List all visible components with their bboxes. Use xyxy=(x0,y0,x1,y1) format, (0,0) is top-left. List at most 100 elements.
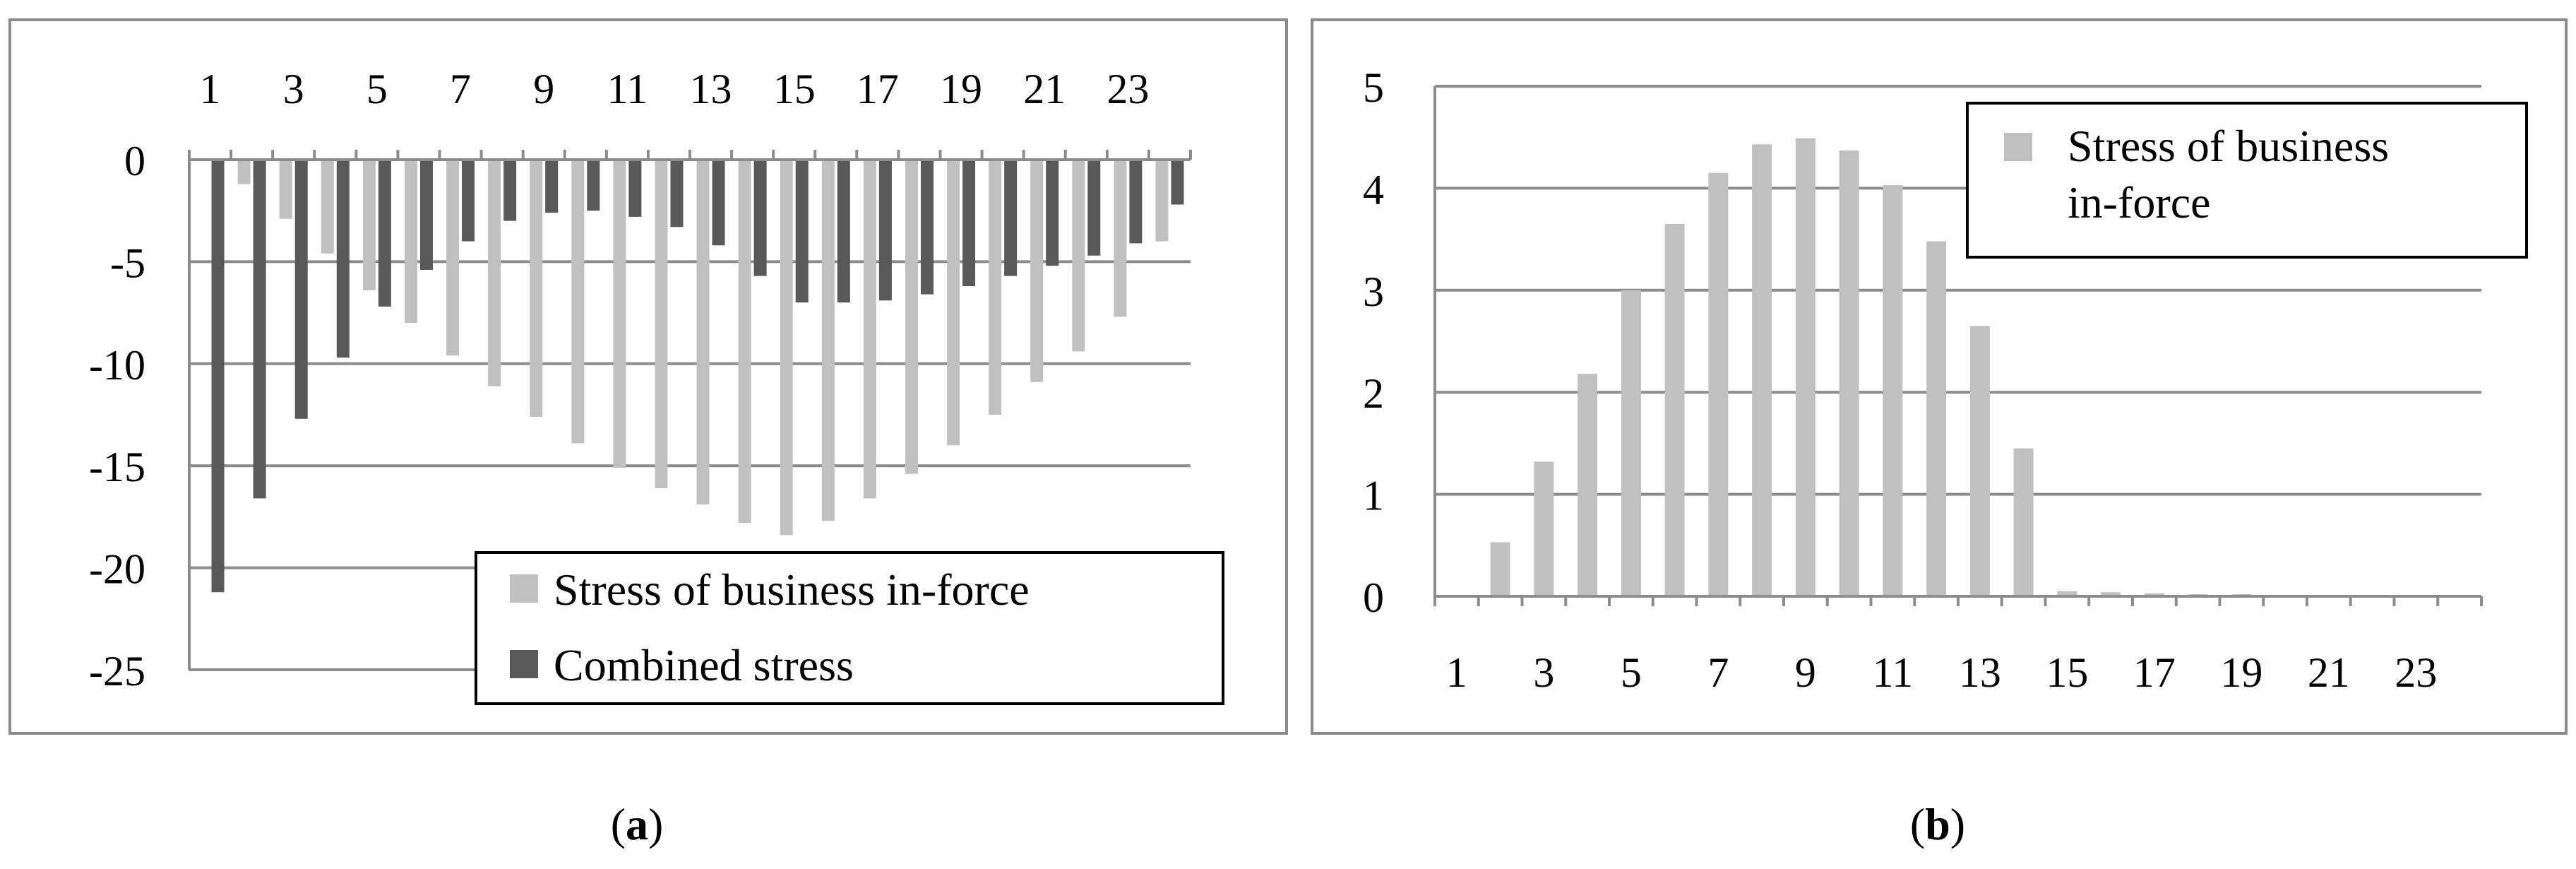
caption-a-letter: a xyxy=(626,799,648,849)
panel-b-bar-business-in-force xyxy=(2101,592,2121,596)
panel-b-x-tick-label: 23 xyxy=(2395,649,2437,696)
panel-a-x-tick-label: 1 xyxy=(200,66,221,112)
panel-a-bar-combined xyxy=(878,160,892,301)
panel-b-x-tick-label: 17 xyxy=(2133,649,2176,696)
panel-a-legend-swatch-light xyxy=(510,574,538,603)
panel-b-bar-business-in-force xyxy=(1534,461,1554,596)
panel-a-bar-business-in-force xyxy=(530,160,543,417)
panel-a-bar-combined xyxy=(753,160,767,276)
panel-a-bar-combined xyxy=(628,160,642,217)
panel-b-bar-business-in-force xyxy=(1839,150,1859,597)
panel-b-bar-business-in-force xyxy=(2057,591,2077,596)
caption-b-close-paren: ) xyxy=(1950,799,1965,849)
panel-a-legend: Stress of business in-force Combined str… xyxy=(475,551,1224,705)
panel-a-x-tick-label: 19 xyxy=(940,66,982,112)
panel-a-y-tick-labels: 0 -5 -10 -15 -20 -25 xyxy=(89,138,145,694)
panel-b-bar-business-in-force xyxy=(1795,138,1815,597)
panel-b-y-tick-label: 4 xyxy=(1363,166,1384,213)
panel-a-bar-business-in-force xyxy=(1114,160,1127,317)
panel-b-x-tick-label: 21 xyxy=(2308,649,2350,696)
panel-a-bar-business-in-force xyxy=(1030,160,1044,382)
panel-b-bar-business-in-force xyxy=(1578,374,1598,596)
caption-a-open-paren: ( xyxy=(611,799,626,849)
panel-a-x-tick-label: 7 xyxy=(450,66,471,112)
panel-b-axes xyxy=(1433,86,2483,606)
panel-a-bar-combined xyxy=(503,160,517,221)
panel-b-legend-label-line-1: Stress of business xyxy=(2068,121,2389,171)
panel-b-bar-business-in-force xyxy=(1621,290,1641,596)
panel-b-y-tick-label: 5 xyxy=(1363,64,1384,111)
panel-b-x-tick-label: 1 xyxy=(1446,649,1467,696)
panel-a-bar-business-in-force xyxy=(696,160,710,505)
panel-a-y-tick-label: -15 xyxy=(89,444,145,490)
panel-a-bar-business-in-force xyxy=(947,160,960,446)
panel-a-bar-combined xyxy=(336,160,350,358)
panel-b-x-tick-label: 3 xyxy=(1533,649,1554,696)
panel-b-bar-business-in-force xyxy=(1969,326,1990,596)
panel-a-bar-combined xyxy=(1087,160,1101,256)
panel-b-bar-business-in-force xyxy=(1490,542,1510,596)
panel-b-x-tick-label: 15 xyxy=(2046,649,2088,696)
panel-b-legend: Stress of business in-force xyxy=(1966,102,2528,259)
panel-b-x-tick-label: 9 xyxy=(1795,649,1816,696)
panel-a-bar-business-in-force xyxy=(863,160,876,499)
panel-a-bar-combined xyxy=(1004,160,1018,276)
panel-a-bars xyxy=(211,160,1184,593)
caption-a: (a) xyxy=(611,799,664,849)
panel-a-bar-business-in-force xyxy=(488,160,501,386)
panel-a-x-tick-label: 3 xyxy=(283,66,304,112)
panel-a-bar-combined xyxy=(462,160,475,242)
panel-b-legend-label-line-2: in-force xyxy=(2068,177,2211,227)
panel-a-bar-business-in-force xyxy=(279,160,292,219)
panel-b-y-tick-labels: 0 1 2 3 4 5 xyxy=(1363,64,1384,621)
panel-b-legend-label: Stress of business in-force xyxy=(2068,121,2400,227)
panel-a-bar-combined xyxy=(670,160,684,227)
panel-a-bar-combined xyxy=(294,160,308,419)
panel-a-bar-combined xyxy=(545,160,559,213)
panel-a-bar-business-in-force xyxy=(362,160,376,290)
panel-b-x-tick-label: 11 xyxy=(1872,649,1913,696)
panel-a-bar-business-in-force xyxy=(655,160,668,488)
panel-b-bar-business-in-force xyxy=(1752,144,1772,597)
panel-b-legend-box xyxy=(1966,102,2528,259)
panel-b-bars xyxy=(1490,138,2470,597)
panel-b-bar-business-in-force xyxy=(1708,172,1729,597)
panel-a-bar-business-in-force xyxy=(446,160,460,356)
panel-a-x-tick-label: 13 xyxy=(690,66,732,112)
panel-a-y-tick-label: -20 xyxy=(89,546,145,593)
panel-a-bar-combined xyxy=(211,160,225,593)
panel-a-bar-business-in-force xyxy=(1072,160,1085,352)
panel-b-bar-business-in-force xyxy=(1926,241,1947,596)
panel-b-legend-swatch-light xyxy=(2004,133,2032,161)
panel-a-legend-box xyxy=(475,551,1224,705)
panel-a-x-tick-label: 9 xyxy=(533,66,554,112)
panel-a-bar-combined xyxy=(587,160,600,211)
caption-b: (b) xyxy=(1910,799,1965,849)
panel-b-y-tick-label: 1 xyxy=(1363,473,1384,519)
panel-a-bar-business-in-force xyxy=(404,160,417,324)
caption-b-letter: b xyxy=(1925,799,1950,849)
panel-a-legend-swatch-dark xyxy=(510,650,538,678)
caption-a-close-paren: ) xyxy=(648,799,663,849)
panel-a-bar-business-in-force xyxy=(780,160,793,536)
panel-a-y-tick-label: -25 xyxy=(89,648,145,694)
panel-a-bar-business-in-force xyxy=(571,160,585,444)
caption-b-open-paren: ( xyxy=(1910,799,1925,849)
panel-a-x-tick-label: 5 xyxy=(366,66,388,112)
panel-a-y-tick-label: -10 xyxy=(89,342,145,389)
panel-a-x-tick-label: 15 xyxy=(773,66,816,112)
panel-a-bar-business-in-force xyxy=(905,160,918,474)
panel-a-bar-combined xyxy=(962,160,976,287)
panel-a-x-tick-label: 21 xyxy=(1023,66,1066,112)
panel-a-bar-combined xyxy=(712,160,725,246)
panel-b-bar-business-in-force xyxy=(1883,185,1903,596)
panel-a-bar-combined xyxy=(253,160,266,499)
panel-b-x-tick-label: 7 xyxy=(1707,649,1729,696)
panel-a-bar-combined xyxy=(837,160,850,303)
panel-a-bar-business-in-force xyxy=(1155,160,1169,242)
panel-a-bar-combined xyxy=(419,160,433,270)
panel-a-legend-label-dark: Combined stress xyxy=(554,640,854,690)
panel-a-bar-combined xyxy=(795,160,809,303)
panel-a-bar-business-in-force xyxy=(738,160,751,524)
